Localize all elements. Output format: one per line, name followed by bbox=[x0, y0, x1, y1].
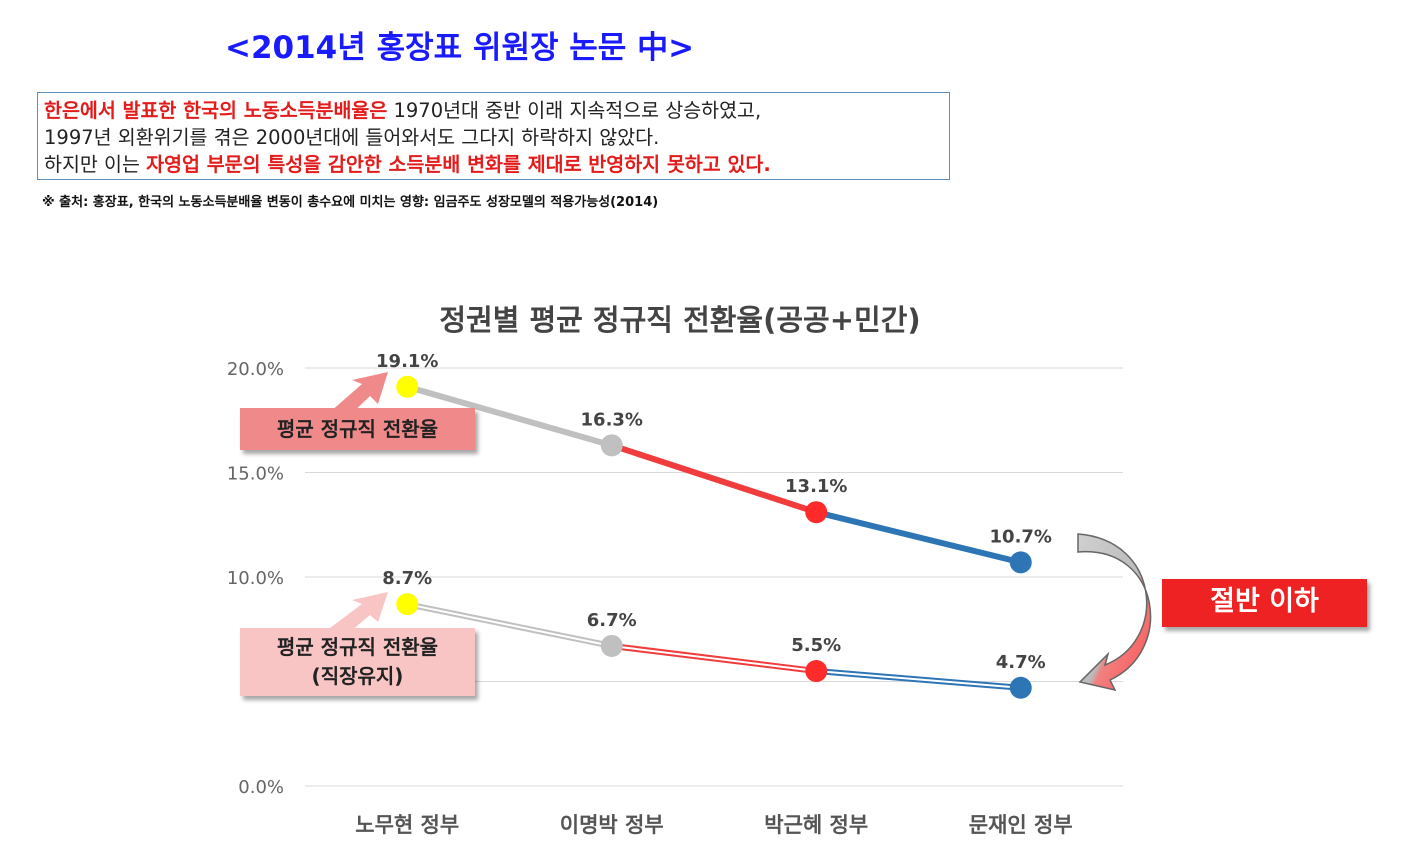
series-segment-inner bbox=[407, 603, 612, 647]
x-tick-label: 문재인 정부 bbox=[969, 813, 1073, 837]
callout-series-2-line-2: (직장유지) bbox=[311, 664, 404, 688]
data-label: 4.7% bbox=[996, 652, 1046, 673]
y-axis: 20.0% 15.0% 10.0% 0.0% bbox=[227, 359, 284, 798]
chart-title: 정권별 평균 정규직 전환율(공공+민간) bbox=[439, 303, 920, 337]
data-label: 13.1% bbox=[785, 476, 847, 497]
page-heading: <2014년 홍장표 위원장 논문 中> bbox=[225, 30, 695, 66]
callout-series-1: 평균 정규직 전환율 bbox=[240, 408, 475, 450]
x-tick-label: 이명박 정부 bbox=[560, 813, 664, 837]
y-tick-label: 10.0% bbox=[227, 568, 284, 589]
summary-text: 하지만 이는 bbox=[44, 153, 147, 176]
data-label: 5.5% bbox=[791, 635, 841, 656]
summary-line-1: 한은에서 발표한 한국의 노동소득분배율은 1970년대 중반 이래 지속적으로… bbox=[44, 97, 943, 124]
callout-arrow-2 bbox=[330, 592, 388, 636]
summary-highlight: 한은에서 발표한 한국의 노동소득분배율은 bbox=[44, 99, 388, 122]
summary-text: 1970년대 중반 이래 지속적으로 상승하였고, bbox=[387, 99, 762, 122]
summary-box: 한은에서 발표한 한국의 노동소득분배율은 1970년대 중반 이래 지속적으로… bbox=[37, 92, 950, 180]
series-1: 19.1% 16.3% 13.1% 10.7% bbox=[376, 351, 1052, 574]
x-axis: 노무현 정부 이명박 정부 박근혜 정부 문재인 정부 bbox=[355, 813, 1072, 837]
data-point bbox=[805, 660, 828, 683]
x-tick-label: 박근혜 정부 bbox=[764, 813, 868, 837]
data-label: 16.3% bbox=[581, 409, 643, 430]
series-2: 8.7% 6.7% 5.5% 4.7% bbox=[382, 568, 1046, 699]
summary-line-3: 하지만 이는 자영업 부문의 특성을 감안한 소득분배 변화를 제대로 반영하지… bbox=[44, 151, 943, 178]
y-tick-label: 20.0% bbox=[227, 359, 284, 380]
y-tick-label: 15.0% bbox=[227, 464, 284, 485]
data-point bbox=[600, 634, 623, 657]
data-label: 10.7% bbox=[990, 526, 1052, 547]
data-label: 6.7% bbox=[587, 610, 637, 631]
series-segment bbox=[815, 509, 1022, 566]
series-segment bbox=[406, 383, 613, 449]
halving-curved-arrow bbox=[1077, 533, 1152, 692]
y-tick-label: 0.0% bbox=[238, 777, 284, 798]
source-note: ※ 출처: 홍장표, 한국의 노동소득분배율 변동이 총수요에 미치는 영향: … bbox=[42, 195, 659, 210]
data-point bbox=[396, 593, 419, 616]
data-point bbox=[1009, 676, 1032, 699]
data-point bbox=[396, 375, 419, 398]
data-point bbox=[600, 434, 623, 457]
data-point bbox=[1009, 551, 1032, 574]
series-segment bbox=[610, 442, 818, 516]
series-segment-inner bbox=[816, 670, 1021, 689]
series-group: 19.1% 16.3% 13.1% 10.7% 8.7% 6.7% 5.5% 4.7% bbox=[376, 351, 1052, 699]
halving-label: 절반 이하 bbox=[1162, 579, 1367, 627]
series-segment-inner bbox=[611, 644, 817, 673]
summary-line-2: 1997년 외환위기를 겪은 2000년대에 들어와서도 그다지 하락하지 않았… bbox=[44, 126, 660, 149]
x-tick-label: 노무현 정부 bbox=[355, 813, 459, 837]
callout-series-2: 평균 정규직 전환율 (직장유지) bbox=[240, 628, 475, 696]
callout-series-2-line-1: 평균 정규직 전환율 bbox=[276, 635, 439, 659]
summary-highlight: 자영업 부문의 특성을 감안한 소득분배 변화를 제대로 반영하지 못하고 있다… bbox=[146, 153, 771, 176]
data-label: 19.1% bbox=[376, 351, 438, 372]
data-point bbox=[805, 501, 828, 524]
data-label: 8.7% bbox=[382, 568, 432, 589]
